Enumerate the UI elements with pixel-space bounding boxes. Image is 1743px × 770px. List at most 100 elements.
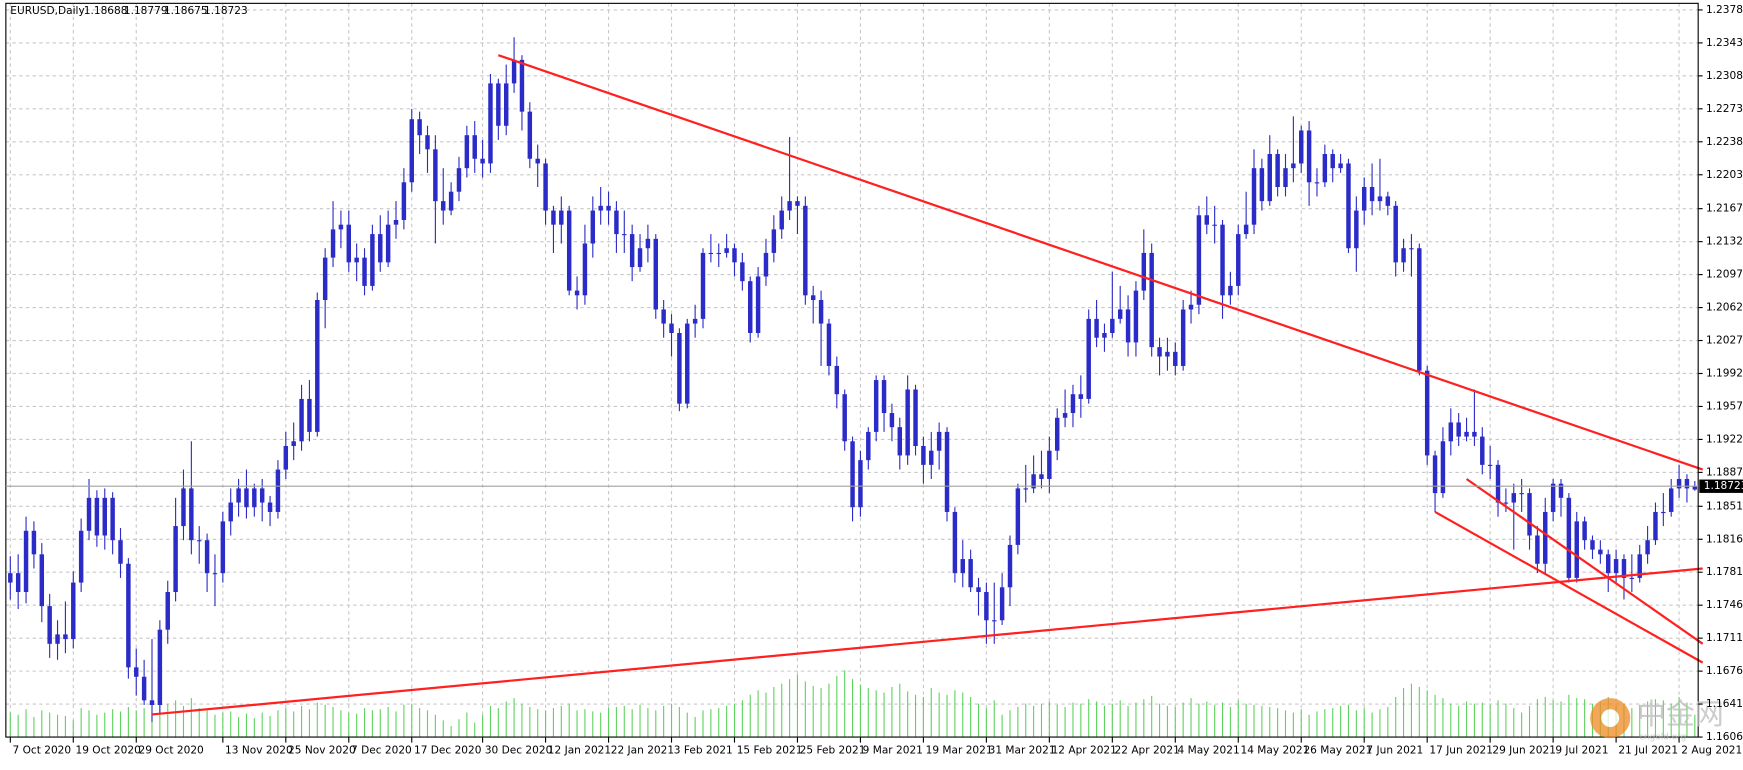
x-tick-label: 21 Jul 2021 [1618, 744, 1678, 756]
candle-body [1661, 511, 1666, 514]
candle-body [86, 497, 92, 531]
candle-body [15, 573, 21, 593]
candle-body [519, 59, 525, 112]
candle-body [330, 229, 336, 258]
candle-body [299, 398, 304, 442]
y-tick-label: 1.17460 [1706, 599, 1743, 611]
candle-body [614, 210, 619, 235]
candle-body [606, 205, 611, 211]
x-tick-label: 29 Jun 2021 [1492, 744, 1556, 756]
candle-body [1590, 540, 1595, 550]
logo-inner [1601, 709, 1620, 728]
candle-body [78, 530, 84, 583]
x-tick-label: 31 Mar 2021 [989, 744, 1056, 756]
candle-body [488, 83, 493, 164]
candle-body [1322, 154, 1328, 183]
candle-body [543, 163, 548, 211]
x-tick-label: 25 Feb 2021 [800, 744, 866, 756]
candle-body [110, 497, 115, 541]
candle-body [1149, 252, 1154, 348]
candle-body [1582, 521, 1587, 541]
candle-body [425, 135, 430, 150]
candle-body [1007, 544, 1013, 588]
candle-body [448, 191, 454, 211]
candle-body [511, 59, 517, 84]
candle-body [1409, 248, 1414, 250]
candle-body [307, 398, 312, 432]
candle-body [244, 488, 249, 508]
y-tick-label: 1.22730 [1706, 103, 1743, 115]
candle-body [63, 634, 68, 640]
candle-body [71, 582, 76, 640]
candle-body [1448, 422, 1454, 442]
candle-body [551, 210, 556, 225]
candle-body [1157, 347, 1162, 357]
candle-body [716, 252, 721, 255]
candle-body [1480, 436, 1485, 465]
candle-body [338, 224, 344, 230]
trendline [1465, 478, 1704, 645]
candle-body [362, 257, 367, 286]
candle-body [1180, 309, 1186, 366]
candle-body [503, 83, 509, 126]
candle-body [968, 559, 973, 588]
x-tick-label: 7 Dec 2020 [351, 744, 412, 756]
volumes [9, 670, 1696, 738]
high: 1.18779 [124, 5, 168, 17]
candle-body [1354, 210, 1359, 249]
candle-body [1220, 224, 1225, 296]
candle-body [999, 587, 1005, 621]
candle-body [1102, 332, 1107, 338]
candle-body [755, 276, 761, 333]
candle-body [267, 502, 273, 512]
candle-body [669, 323, 674, 333]
y-tick-label: 1.19220 [1706, 433, 1743, 445]
candle-body [889, 413, 895, 428]
y-tick-label: 1.17810 [1706, 566, 1743, 578]
y-tick-label: 1.20970 [1706, 269, 1743, 281]
candle-body [1574, 521, 1579, 578]
candle-body [850, 441, 855, 508]
candle-body [803, 205, 808, 296]
candle-body [204, 540, 210, 574]
x-tick-label: 2 Aug 2021 [1681, 744, 1742, 756]
candle-body [189, 488, 194, 541]
header: EURUSD,Daily 1.18688 1.18779 1.18675 1.1… [10, 5, 247, 17]
candle-body [378, 234, 383, 263]
candle-body [401, 182, 407, 220]
candle-body [779, 210, 784, 230]
candle-body [795, 201, 800, 206]
candle-body [1676, 478, 1682, 489]
candle-body [873, 380, 879, 432]
candle-body [173, 526, 178, 593]
candle-body [566, 210, 572, 291]
candle-body [810, 295, 816, 301]
x-tick-label: 12 Apr 2021 [1052, 744, 1117, 756]
candle-body [598, 205, 603, 211]
candle-body [433, 149, 438, 202]
candle-body [1251, 168, 1257, 225]
candle-body [952, 511, 958, 574]
candle-body [1236, 234, 1241, 286]
candle-body [1456, 422, 1461, 437]
candle-body [1338, 163, 1343, 169]
candle-body [866, 431, 871, 461]
candle-body [858, 460, 863, 508]
candle-body [1645, 540, 1650, 555]
candle-body [1621, 559, 1627, 578]
candle-body [1606, 554, 1611, 574]
candle-body [1110, 318, 1115, 333]
candle-body [960, 559, 965, 574]
candle-body [559, 210, 564, 225]
candle-body [700, 252, 706, 319]
candle-body [196, 540, 202, 542]
candle-body [31, 530, 37, 555]
candle-body [275, 469, 281, 512]
candle-body [1487, 464, 1493, 466]
candle-body [724, 248, 729, 253]
candle-body [645, 238, 651, 249]
candle-body [315, 300, 320, 432]
candle-body [441, 201, 446, 211]
candle-body [1039, 474, 1044, 479]
